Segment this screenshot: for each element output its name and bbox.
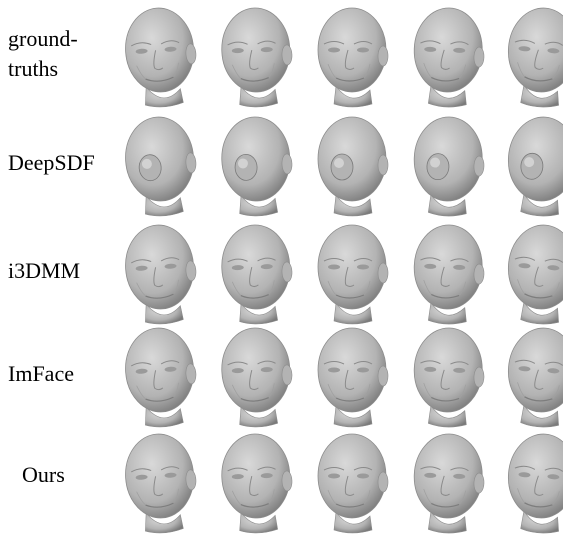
face-render: [402, 324, 494, 428]
row-label: ground- truths: [8, 26, 78, 81]
face-render: [210, 324, 302, 428]
row-label: ImFace: [8, 361, 74, 386]
figure-row: ground- truths: [0, 2, 563, 109]
face-render: [306, 430, 398, 534]
face-render: [114, 324, 206, 428]
figure-row: i3DMM: [0, 219, 563, 326]
face-render: [210, 430, 302, 534]
face-render: [402, 4, 494, 108]
face-render: [496, 221, 563, 325]
face-render: [496, 113, 563, 217]
face-render: [402, 430, 494, 534]
row-label: DeepSDF: [8, 150, 95, 175]
face-render: [306, 221, 398, 325]
face-render: [210, 4, 302, 108]
row-label: i3DMM: [8, 258, 81, 283]
face-render: [210, 113, 302, 217]
face-render: [306, 113, 398, 217]
face-render: [114, 430, 206, 534]
face-render: [114, 4, 206, 108]
face-render: [114, 113, 206, 217]
face-render: [306, 324, 398, 428]
face-render: [306, 4, 398, 108]
figure-row: ImFace: [0, 322, 563, 429]
face-render: [210, 221, 302, 325]
figure-row: DeepSDF: [0, 111, 563, 218]
face-render: [496, 430, 563, 534]
row-label: Ours: [22, 462, 65, 487]
face-render: [496, 4, 563, 108]
face-render: [402, 113, 494, 217]
face-render: [496, 324, 563, 428]
face-render: [114, 221, 206, 325]
figure-row: Ours: [0, 428, 563, 535]
face-render: [402, 221, 494, 325]
